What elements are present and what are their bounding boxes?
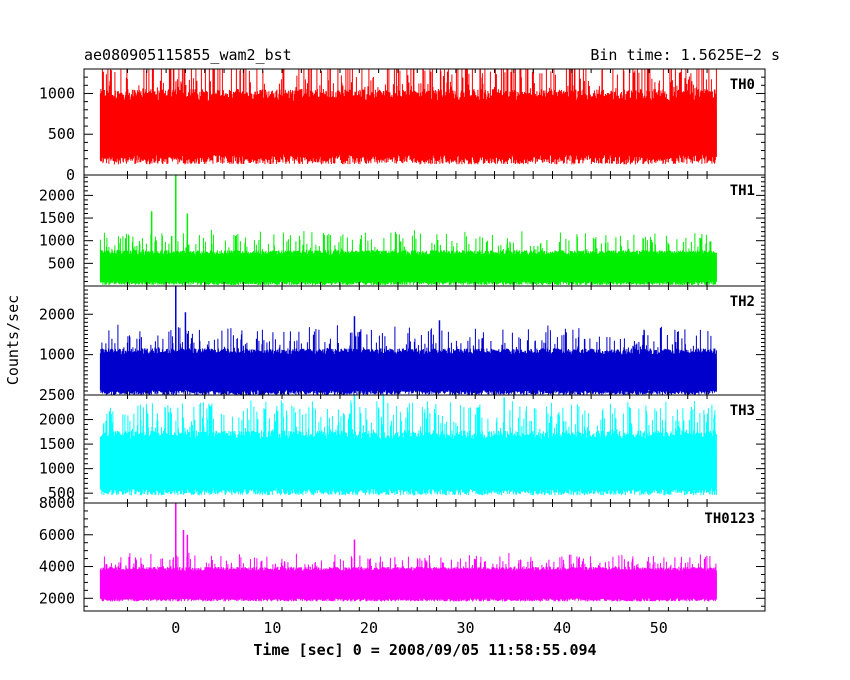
series-line-th0123 — [99, 552, 717, 602]
series-band-th3 — [100, 448, 717, 484]
y-tick-label: 1000 — [39, 232, 75, 250]
panel-th3: 500 1000 1500 2000 2500 TH3 — [39, 386, 766, 504]
panel-th2: 1000 2000 TH2 — [39, 285, 766, 396]
y-tick-label: 8000 — [39, 494, 75, 512]
y-tick-label: 1000 — [39, 84, 75, 102]
panel-th1: 500 1000 1500 2000 TH1 — [39, 174, 766, 287]
y-tick-label: 2500 — [39, 386, 75, 404]
y-tick-label: 500 — [48, 484, 75, 502]
x-tick-label: 10 — [263, 619, 281, 637]
y-tick-label: 500 — [48, 254, 75, 272]
x-axis-label: Time [sec] 0 = 2008/09/05 11:58:55.094 — [253, 641, 596, 659]
y-tick-label: 1500 — [39, 209, 75, 227]
y-tick-label: 0 — [66, 166, 75, 184]
series-band-th0123 — [100, 578, 717, 594]
x-tick-label: 30 — [457, 619, 475, 637]
y-axis-label: Counts/sec — [4, 295, 22, 385]
header-title: ae080905115855_wam2_bst — [84, 46, 292, 64]
y-tick-label: 2000 — [39, 589, 75, 607]
panel-label-th3: TH3 — [730, 403, 755, 419]
y-tick-label: 1000 — [39, 346, 75, 364]
x-tick-label: 20 — [360, 619, 378, 637]
panel-frame — [83, 502, 766, 612]
panel-label-th0123: TH0123 — [704, 511, 755, 527]
panel-th0: 0 500 1000 TH0 — [39, 68, 766, 184]
y-tick-label: 500 — [48, 125, 75, 143]
panel-label-th2: TH2 — [730, 294, 755, 310]
series-band-th1 — [100, 258, 717, 281]
y-tick-label: 1000 — [39, 460, 75, 478]
panel-label-th0: TH0 — [730, 77, 755, 93]
panel-th0123: 2000 4000 6000 8000 TH0123 — [39, 494, 766, 612]
y-tick-label: 2000 — [39, 411, 75, 429]
y-tick-label: 1500 — [39, 435, 75, 453]
y-tick-label: 4000 — [39, 558, 75, 576]
x-tick-label: 50 — [650, 619, 668, 637]
y-tick-label: 2000 — [39, 305, 75, 323]
y-tick-label: 6000 — [39, 526, 75, 544]
series-band-th0 — [100, 109, 717, 152]
header-bin-time: Bin time: 1.5625E−2 s — [590, 46, 780, 64]
y-tick-label: 2000 — [39, 186, 75, 204]
x-tick-label: 40 — [553, 619, 571, 637]
x-tick-label: 0 — [171, 619, 180, 637]
panel-label-th1: TH1 — [730, 183, 755, 199]
series-band-th2 — [100, 358, 717, 390]
